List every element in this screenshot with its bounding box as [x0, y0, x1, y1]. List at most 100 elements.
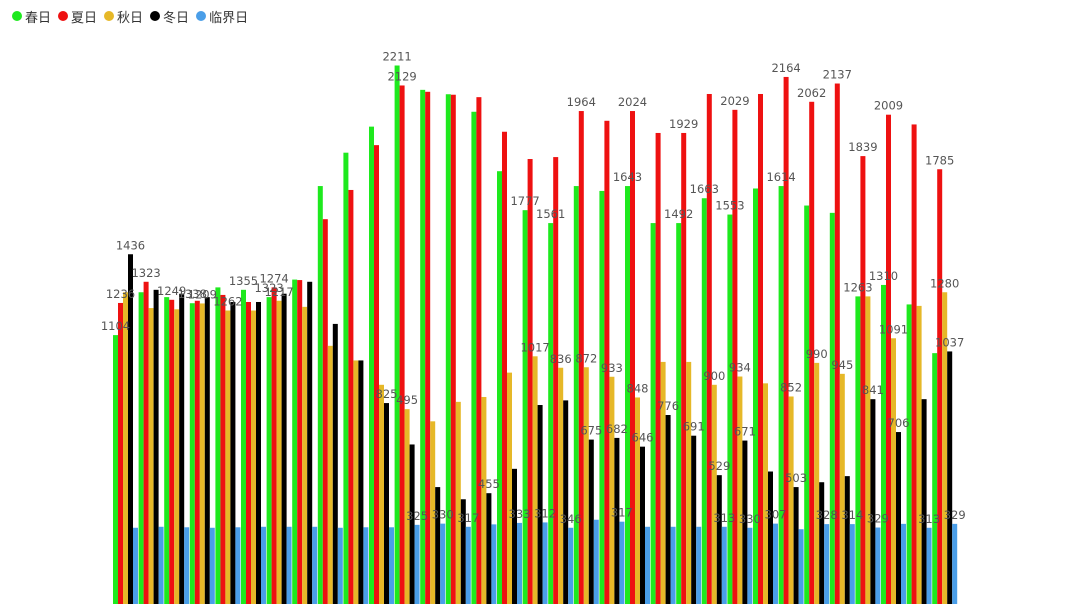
bar-autumn-28[interactable] [814, 362, 820, 604]
bar-spring-5[interactable] [215, 287, 221, 604]
bar-autumn-6[interactable] [251, 310, 256, 604]
legend-item-summer[interactable]: 夏日 [58, 7, 97, 26]
bar-critical-11[interactable] [389, 527, 394, 604]
bar-critical-5[interactable] [235, 527, 241, 604]
bar-autumn-20[interactable] [609, 376, 615, 604]
bar-summer-16[interactable] [502, 131, 507, 604]
bar-autumn-8[interactable] [302, 306, 308, 604]
bar-critical-8[interactable] [312, 526, 318, 604]
bar-summer-8[interactable] [297, 280, 303, 604]
bar-winter-16[interactable] [512, 468, 517, 604]
bar-autumn-11[interactable] [379, 384, 384, 604]
bar-spring-17[interactable] [522, 210, 528, 605]
bar-summer-26[interactable] [758, 93, 763, 605]
bar-autumn-4[interactable] [199, 303, 205, 604]
bar-spring-9[interactable] [317, 186, 323, 604]
bar-summer-31[interactable] [886, 114, 891, 604]
bar-summer-20[interactable] [604, 120, 610, 604]
bar-winter-12[interactable] [409, 444, 415, 604]
bar-summer-5[interactable] [220, 294, 226, 604]
bar-winter-29[interactable] [844, 476, 850, 604]
bar-critical-31[interactable] [901, 523, 906, 604]
bar-winter-17[interactable] [537, 405, 543, 604]
bar-summer-24[interactable] [706, 93, 712, 605]
bar-summer-3[interactable] [169, 299, 175, 604]
bar-autumn-32[interactable] [916, 305, 922, 604]
bar-critical-7[interactable] [286, 526, 292, 604]
bar-winter-8[interactable] [307, 281, 313, 604]
bar-critical-29[interactable] [849, 524, 855, 604]
bar-summer-15[interactable] [476, 97, 482, 604]
bar-winter-33[interactable] [947, 351, 953, 604]
bar-autumn-7[interactable] [276, 300, 282, 604]
bar-spring-23[interactable] [676, 223, 682, 604]
bar-winter-25[interactable] [742, 440, 748, 604]
bar-spring-8[interactable] [292, 279, 298, 604]
bar-critical-33[interactable] [952, 523, 958, 604]
bar-summer-13[interactable] [425, 91, 431, 605]
bar-autumn-30[interactable] [865, 296, 871, 604]
legend-item-critical[interactable]: 临界日 [196, 7, 248, 26]
bar-spring-14[interactable] [445, 94, 451, 605]
bar-winter-9[interactable] [332, 323, 338, 604]
bar-autumn-18[interactable] [558, 367, 564, 604]
bar-summer-19[interactable] [578, 111, 584, 604]
bar-autumn-31[interactable] [891, 338, 896, 604]
bar-spring-7[interactable] [266, 297, 272, 604]
bar-autumn-1[interactable] [123, 292, 128, 604]
bar-summer-11[interactable] [374, 145, 379, 604]
bar-critical-6[interactable] [261, 526, 266, 604]
bar-summer-7[interactable] [271, 287, 277, 604]
bar-critical-20[interactable] [619, 521, 625, 604]
bar-spring-2[interactable] [138, 292, 144, 604]
bar-winter-30[interactable] [870, 399, 876, 604]
bar-winter-26[interactable] [768, 471, 773, 604]
bar-summer-2[interactable] [143, 281, 149, 604]
bar-spring-4[interactable] [189, 303, 195, 604]
bar-winter-32[interactable] [921, 399, 927, 604]
bar-autumn-25[interactable] [737, 376, 743, 604]
bar-winter-13[interactable] [435, 487, 441, 604]
bar-summer-25[interactable] [732, 109, 738, 604]
bar-autumn-2[interactable] [148, 308, 154, 604]
bar-winter-27[interactable] [793, 487, 799, 604]
bar-autumn-26[interactable] [763, 383, 768, 604]
legend-item-spring[interactable]: 春日 [12, 7, 51, 26]
bar-winter-20[interactable] [614, 437, 620, 604]
bar-critical-23[interactable] [696, 526, 702, 604]
bar-summer-22[interactable] [655, 132, 661, 604]
bar-critical-27[interactable] [798, 529, 804, 604]
bar-winter-14[interactable] [460, 499, 466, 604]
bar-autumn-27[interactable] [788, 396, 794, 604]
bar-summer-10[interactable] [348, 189, 354, 604]
bar-critical-1[interactable] [133, 527, 138, 604]
bar-spring-1[interactable] [113, 335, 118, 604]
bar-spring-11[interactable] [369, 126, 374, 604]
bar-spring-21[interactable] [625, 186, 630, 604]
bar-critical-3[interactable] [184, 527, 190, 604]
bar-spring-25[interactable] [727, 214, 733, 605]
bar-summer-12[interactable] [399, 85, 405, 605]
bar-spring-33[interactable] [932, 353, 938, 604]
bar-spring-18[interactable] [548, 223, 554, 604]
bar-summer-33[interactable] [937, 169, 943, 604]
bar-critical-26[interactable] [773, 523, 778, 604]
bar-summer-18[interactable] [553, 157, 559, 604]
bar-summer-6[interactable] [246, 301, 251, 604]
bar-autumn-14[interactable] [455, 401, 461, 604]
bar-spring-28[interactable] [804, 205, 810, 605]
bar-summer-27[interactable] [783, 76, 789, 604]
bar-critical-24[interactable] [721, 526, 727, 604]
bar-critical-17[interactable] [542, 522, 548, 604]
bar-winter-3[interactable] [179, 293, 185, 604]
bar-spring-3[interactable] [164, 297, 170, 604]
bar-spring-27[interactable] [778, 186, 784, 604]
bar-autumn-12[interactable] [404, 409, 410, 604]
bar-autumn-24[interactable] [711, 384, 717, 604]
bar-autumn-3[interactable] [174, 309, 180, 604]
bar-summer-1[interactable] [118, 302, 123, 604]
bar-autumn-19[interactable] [583, 367, 589, 604]
bar-winter-6[interactable] [256, 301, 261, 604]
bar-autumn-5[interactable] [225, 310, 231, 604]
bar-critical-13[interactable] [440, 523, 446, 604]
